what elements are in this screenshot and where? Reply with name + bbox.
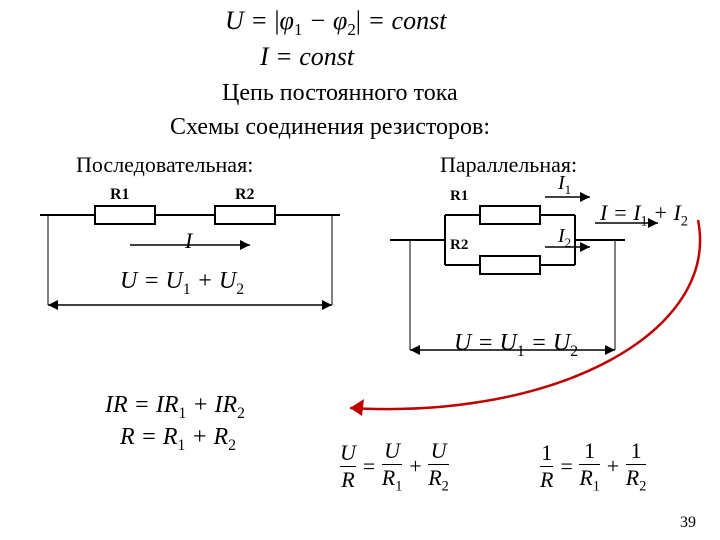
heading-parallel: Параллельная: (440, 152, 577, 178)
serial-U-eq: U = U1 + U2 (120, 268, 244, 299)
serial-r2-label: R2 (235, 186, 255, 204)
serial-IR-eq: IR = IR1 + IR2 (105, 392, 245, 423)
parallel-UR-eq: UR = UR1 + UR2 (340, 438, 449, 495)
heading-serial: Последовательная: (76, 152, 253, 178)
serial-r1-label: R1 (110, 186, 130, 204)
eq-u-const: U = |φ1 − φ2| = const (225, 6, 446, 40)
eq-i-const: I = const (260, 42, 354, 72)
heading-schemes: Схемы соединения резисторов: (170, 114, 490, 141)
heading-main: Цепь постоянного тока (222, 80, 458, 107)
parallel-r1-label: R1 (450, 188, 468, 205)
parallel-I1: I1 (558, 172, 571, 198)
parallel-1R-eq: 1R = 1R1 + 1R2 (540, 438, 646, 495)
page-number: 39 (680, 514, 696, 532)
serial-R-eq: R = R1 + R2 (120, 424, 236, 455)
serial-I-label: I (185, 228, 192, 254)
red-arrow (300, 210, 720, 430)
